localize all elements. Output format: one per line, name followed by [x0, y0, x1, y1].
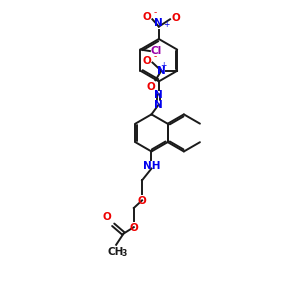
- Text: +: +: [163, 20, 169, 29]
- Text: CH: CH: [107, 247, 124, 256]
- Text: Cl: Cl: [151, 46, 162, 56]
- Text: +: +: [160, 61, 166, 70]
- Text: O: O: [138, 196, 146, 206]
- Text: N: N: [154, 90, 163, 100]
- Text: -: -: [154, 52, 157, 61]
- Text: O: O: [146, 82, 155, 92]
- Text: O: O: [129, 223, 138, 233]
- Text: O: O: [143, 12, 152, 22]
- Text: N: N: [154, 100, 163, 110]
- Text: O: O: [102, 212, 111, 222]
- Text: 3: 3: [121, 249, 126, 258]
- Text: N: N: [157, 66, 165, 76]
- Text: N: N: [154, 18, 163, 28]
- Text: -: -: [154, 8, 157, 17]
- Text: NH: NH: [143, 161, 160, 171]
- Text: O: O: [171, 14, 180, 23]
- Text: O: O: [142, 56, 151, 66]
